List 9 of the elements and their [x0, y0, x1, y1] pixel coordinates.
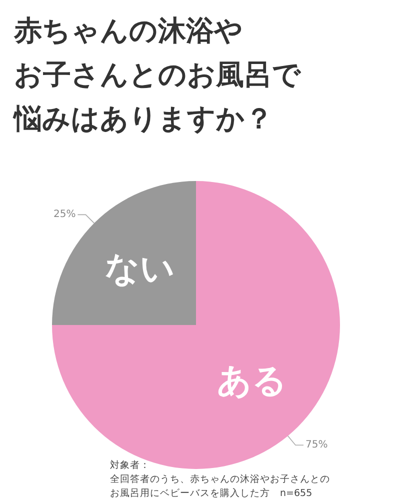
- chart-title: 赤ちゃんの沐浴やお子さんとのお風呂で悩みはありますか？: [12, 14, 302, 135]
- text: 全回答者のうち、赤ちゃんの沐浴やお子さんとのお風呂用にベビーバスを購入した方 n=655: [110, 473, 330, 499]
- slice-label: ある: [217, 361, 288, 402]
- data-label: 75%: [305, 440, 328, 451]
- pie-slice: [52, 181, 340, 469]
- text: 対象者：: [110, 459, 150, 471]
- pie-slice: [52, 181, 196, 325]
- slice-label: ない: [104, 248, 175, 289]
- data-label: 25%: [53, 209, 76, 220]
